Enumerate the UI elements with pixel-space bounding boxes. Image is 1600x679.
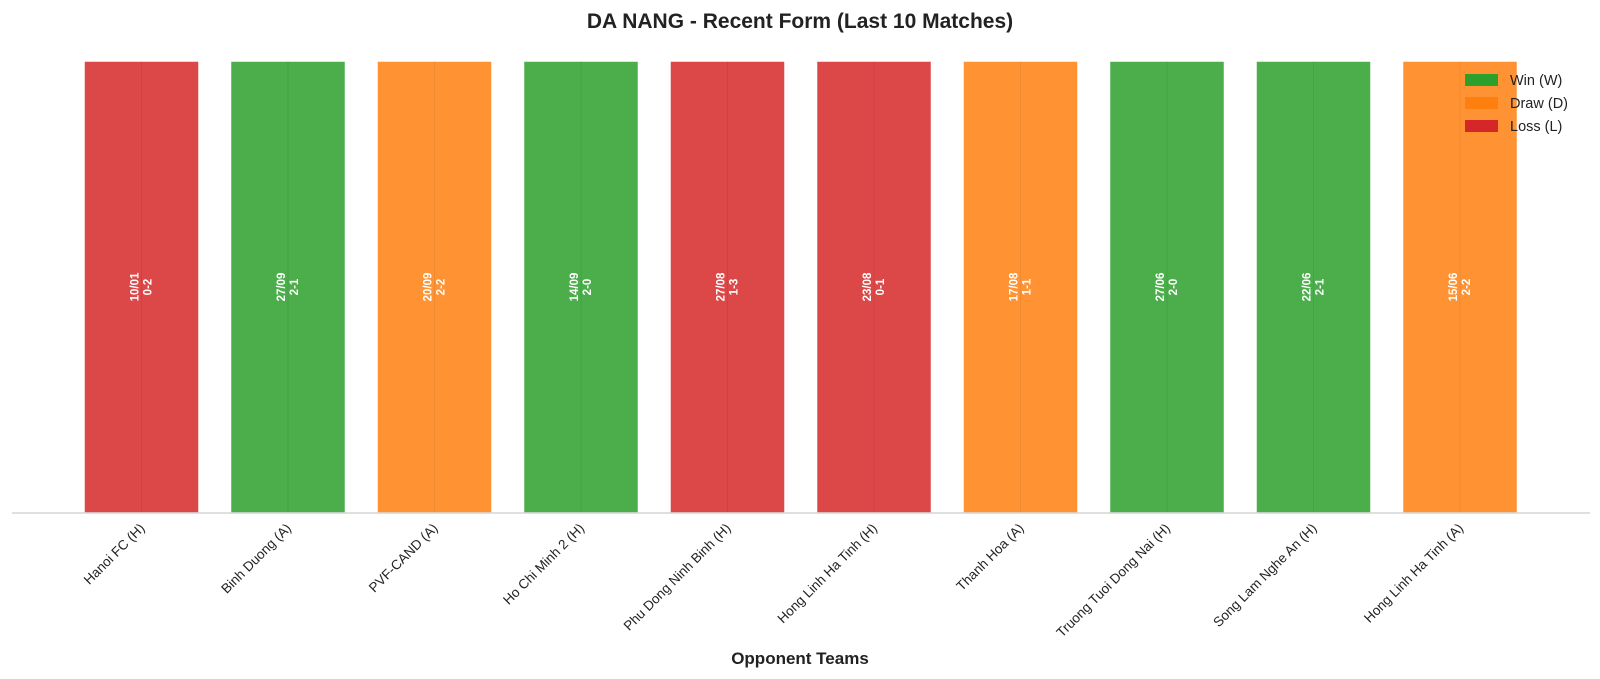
legend-swatch bbox=[1465, 120, 1498, 132]
legend: Win (W) Draw (D) Loss (L) bbox=[1465, 73, 1568, 135]
bar-score: 2-0 bbox=[1168, 279, 1180, 296]
bar-label: 15/062-2 bbox=[1448, 273, 1473, 302]
x-axis-label: Opponent Teams bbox=[731, 649, 869, 668]
bar-group: 23/080-1 bbox=[815, 60, 933, 514]
bar-group: 10/010-2 bbox=[83, 60, 200, 514]
x-tick-label: Truong Tuoi Dong Nai (H) bbox=[1054, 521, 1174, 641]
bar-label: 14/092-0 bbox=[569, 273, 594, 302]
bar-label: 22/062-1 bbox=[1302, 273, 1327, 302]
bar-date: 23/08 bbox=[862, 272, 874, 301]
bar-score: 2-2 bbox=[436, 279, 448, 296]
bar-date: 20/09 bbox=[423, 273, 435, 302]
x-tick-labels: Hanoi FC (H) Binh Duong (A) PVF-CAND (A) Ho… bbox=[81, 521, 1466, 641]
legend-swatch bbox=[1465, 97, 1498, 109]
bar-w bbox=[1255, 60, 1372, 514]
bar-group: 17/081-1 bbox=[962, 60, 1079, 514]
x-tick-label: PVF-CAND (A) bbox=[366, 521, 441, 596]
bar-d bbox=[376, 60, 493, 514]
bar-date: 17/08 bbox=[1009, 272, 1021, 301]
bar-group: 15/062-2 bbox=[1401, 60, 1519, 514]
legend-swatch bbox=[1465, 74, 1498, 86]
bar-score: 1-3 bbox=[729, 279, 741, 296]
bar-score: 2-1 bbox=[289, 278, 301, 295]
bar-group: 27/062-0 bbox=[1108, 60, 1226, 514]
bar-score: 0-1 bbox=[875, 278, 887, 295]
bar-group: 20/092-2 bbox=[376, 60, 493, 514]
bar-score: 2-0 bbox=[582, 279, 594, 296]
bar-score: 1-1 bbox=[1022, 278, 1034, 295]
bar-w bbox=[229, 60, 347, 514]
bar-label: 27/062-0 bbox=[1155, 273, 1180, 302]
x-tick-label: Hong Linh Ha Tinh (H) bbox=[775, 521, 881, 627]
bar-label: 27/081-3 bbox=[716, 272, 741, 301]
x-tick-label: Hanoi FC (H) bbox=[81, 521, 148, 588]
bar-d bbox=[1401, 60, 1519, 514]
bars-layer: 10/010-2 27/092-1 20/092-2 14/092-0 27/081-3… bbox=[83, 60, 1519, 514]
legend-item: Win (W) bbox=[1465, 73, 1562, 89]
x-tick-label: Binh Duong (A) bbox=[218, 521, 294, 597]
x-tick-label: Hong Linh Ha Tinh (A) bbox=[1361, 521, 1466, 626]
bar-date: 27/09 bbox=[276, 273, 288, 302]
bar-label: 10/010-2 bbox=[130, 272, 155, 301]
x-tick-label: Phu Dong Ninh Binh (H) bbox=[621, 521, 734, 634]
bar-date: 22/06 bbox=[1302, 273, 1314, 302]
bar-group: 27/092-1 bbox=[229, 60, 347, 514]
bar-date: 10/01 bbox=[130, 272, 142, 301]
bar-score: 2-1 bbox=[1315, 278, 1327, 295]
bar-w bbox=[1108, 60, 1226, 514]
legend-label: Draw (D) bbox=[1510, 96, 1568, 112]
bar-label: 27/092-1 bbox=[276, 273, 301, 302]
bar-label: 17/081-1 bbox=[1009, 272, 1034, 301]
bar-group: 14/092-0 bbox=[522, 60, 640, 514]
bar-label: 23/080-1 bbox=[862, 272, 887, 301]
bar-date: 15/06 bbox=[1448, 273, 1460, 302]
x-tick-label: Ho Chi Minh 2 (H) bbox=[500, 521, 587, 608]
legend-label: Win (W) bbox=[1510, 73, 1562, 89]
bar-group: 27/081-3 bbox=[669, 60, 786, 514]
x-tick-label: Song Lam Nghe An (H) bbox=[1210, 521, 1319, 630]
bar-label: 20/092-2 bbox=[423, 273, 448, 302]
bar-score: 0-2 bbox=[143, 279, 155, 296]
bar-d bbox=[962, 60, 1079, 514]
legend-item: Loss (L) bbox=[1465, 119, 1562, 135]
legend-item: Draw (D) bbox=[1465, 96, 1568, 112]
bar-date: 27/06 bbox=[1155, 273, 1167, 302]
bar-group: 22/062-1 bbox=[1255, 60, 1372, 514]
bar-date: 27/08 bbox=[716, 272, 728, 301]
bar-score: 2-2 bbox=[1461, 279, 1473, 296]
legend-label: Loss (L) bbox=[1510, 119, 1562, 135]
chart-title: DA NANG - Recent Form (Last 10 Matches) bbox=[587, 10, 1013, 33]
bar-date: 14/09 bbox=[569, 273, 581, 302]
bar-l bbox=[83, 60, 200, 514]
bar-l bbox=[815, 60, 933, 514]
x-tick-label: Thanh Hoa (A) bbox=[953, 521, 1026, 594]
